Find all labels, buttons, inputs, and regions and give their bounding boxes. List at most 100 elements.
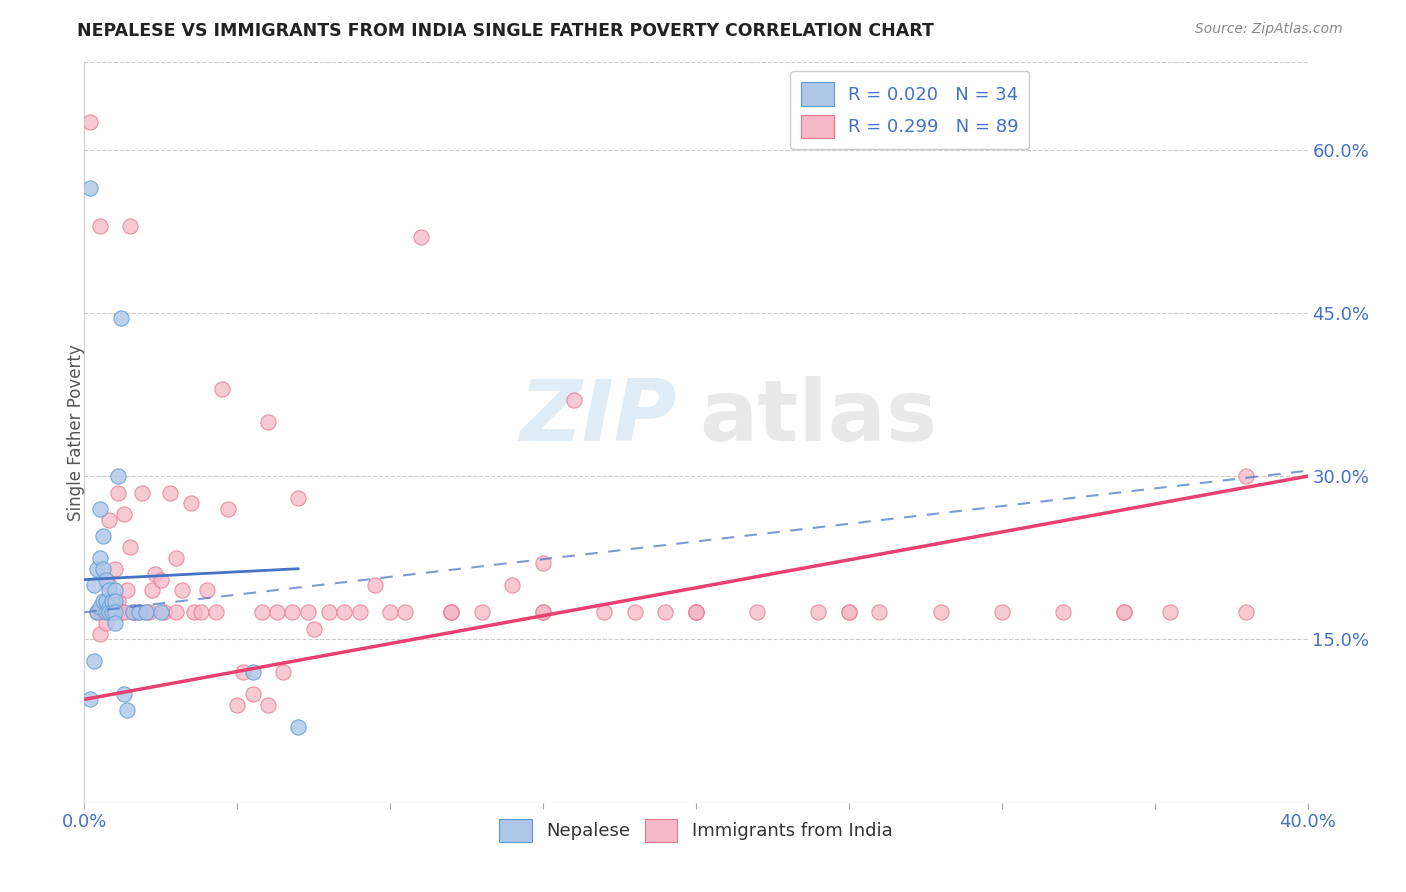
Point (685, 605, 707, 619)
Point (685, 605, 707, 619)
Point (104, 562, 127, 576)
Point (89, 219, 111, 233)
Point (141, 583, 163, 598)
Point (364, 578, 387, 592)
Point (149, 605, 172, 619)
Point (257, 698, 280, 712)
Point (266, 605, 288, 619)
Point (250, 605, 273, 619)
Point (104, 605, 127, 619)
Point (110, 311, 132, 326)
Point (120, 540, 142, 554)
Point (91, 605, 114, 619)
Point (110, 605, 132, 619)
Point (232, 665, 254, 680)
Point (190, 605, 212, 619)
Point (104, 616, 127, 631)
Point (380, 605, 402, 619)
Point (165, 605, 187, 619)
Point (211, 382, 233, 396)
Point (281, 605, 304, 619)
Point (79, 180, 101, 194)
Point (104, 594, 127, 608)
Text: atlas: atlas (699, 376, 938, 459)
Point (94, 594, 117, 608)
Point (271, 665, 294, 680)
Point (1159, 605, 1181, 619)
Point (807, 605, 830, 619)
Point (94, 605, 117, 619)
Point (128, 605, 150, 619)
Point (97, 513, 120, 527)
Point (869, 605, 891, 619)
Point (110, 605, 132, 619)
Point (531, 605, 554, 619)
Point (131, 485, 153, 500)
Point (104, 605, 127, 619)
Point (122, 605, 145, 619)
Point (94, 616, 117, 631)
Point (297, 605, 319, 619)
Point (138, 605, 160, 619)
Point (1114, 605, 1136, 619)
Point (226, 698, 249, 712)
Point (91, 594, 114, 608)
Point (165, 550, 187, 565)
Point (349, 605, 371, 619)
Point (242, 687, 264, 701)
Point (135, 605, 157, 619)
Point (122, 605, 145, 619)
Point (685, 605, 707, 619)
Point (838, 605, 860, 619)
Point (1052, 605, 1074, 619)
Point (101, 594, 124, 608)
Point (135, 605, 157, 619)
Point (89, 627, 111, 641)
Point (838, 605, 860, 619)
Point (143, 567, 166, 582)
Point (1236, 605, 1258, 619)
Point (242, 665, 264, 680)
Point (94, 573, 117, 587)
Point (115, 703, 138, 717)
Point (502, 578, 524, 592)
Point (107, 485, 129, 500)
Point (929, 605, 952, 619)
Point (471, 605, 494, 619)
Point (89, 605, 111, 619)
Point (112, 508, 135, 522)
Point (89, 550, 111, 565)
Point (1236, 469, 1258, 483)
Text: NEPALESE VS IMMIGRANTS FROM INDIA SINGLE FATHER POVERTY CORRELATION CHART: NEPALESE VS IMMIGRANTS FROM INDIA SINGLE… (77, 22, 934, 40)
Point (531, 605, 554, 619)
Y-axis label: Single Father Poverty: Single Father Poverty (67, 344, 84, 521)
Point (287, 720, 309, 734)
Point (747, 605, 769, 619)
Point (83, 654, 105, 668)
Point (333, 605, 356, 619)
Point (159, 485, 181, 500)
Point (654, 605, 676, 619)
Point (125, 605, 148, 619)
Point (149, 573, 172, 587)
Point (593, 605, 616, 619)
Point (91, 529, 114, 543)
Point (531, 556, 554, 570)
Point (79, 115, 101, 129)
Point (97, 583, 120, 598)
Point (195, 583, 218, 598)
Point (101, 605, 124, 619)
Point (318, 605, 340, 619)
Point (97, 599, 120, 614)
Point (128, 605, 150, 619)
Point (112, 687, 135, 701)
Point (97, 578, 120, 592)
Point (394, 605, 416, 619)
Point (101, 605, 124, 619)
Point (440, 605, 463, 619)
Point (120, 219, 142, 233)
Point (217, 501, 239, 516)
Point (107, 469, 129, 483)
Point (624, 605, 647, 619)
Point (205, 605, 228, 619)
